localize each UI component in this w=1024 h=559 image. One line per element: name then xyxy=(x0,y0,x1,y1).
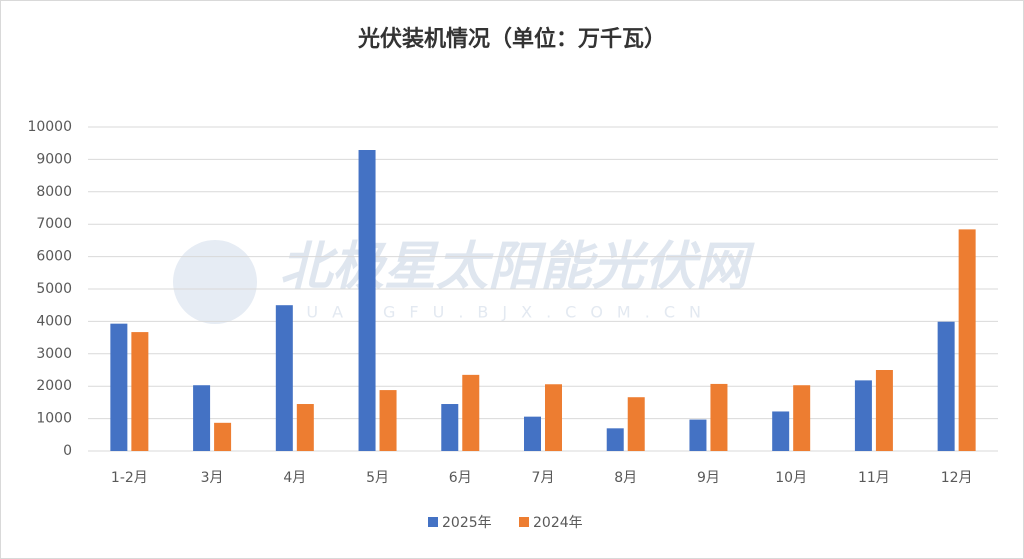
y-tick-label: 9000 xyxy=(36,151,72,167)
watermark-sub: GUANGFU.BJX.COM.CN xyxy=(280,303,715,322)
legend-label: 2024年 xyxy=(533,515,583,531)
bar xyxy=(854,380,872,451)
y-tick-label: 0 xyxy=(63,443,72,459)
bar xyxy=(110,323,128,451)
watermark: 北极星太阳能光伏网 xyxy=(280,237,755,297)
bar xyxy=(296,404,314,451)
y-tick-label: 10000 xyxy=(27,119,72,135)
bar xyxy=(214,422,232,451)
bar xyxy=(193,385,211,451)
bar xyxy=(379,390,397,451)
y-tick-label: 4000 xyxy=(36,313,72,329)
x-tick-label: 11月 xyxy=(858,470,890,486)
bar xyxy=(358,150,376,451)
y-tick-label: 3000 xyxy=(36,346,72,362)
x-tick-label: 5月 xyxy=(366,470,389,486)
x-tick-label: 7月 xyxy=(532,470,555,486)
y-tick-label: 7000 xyxy=(36,216,72,232)
bar xyxy=(606,428,624,451)
bar xyxy=(462,374,480,451)
bar xyxy=(545,384,562,451)
bar xyxy=(710,383,728,451)
y-tick-label: 8000 xyxy=(36,184,72,200)
bar xyxy=(524,416,541,451)
x-tick-label: 8月 xyxy=(614,470,637,486)
bar xyxy=(937,321,955,451)
x-tick-label: 6月 xyxy=(449,470,472,486)
y-tick-label: 5000 xyxy=(36,281,72,297)
x-tick-label: 3月 xyxy=(201,470,224,486)
chart-title: 光伏装机情况（单位：万千瓦） xyxy=(357,26,666,52)
bar xyxy=(131,332,149,451)
x-tick-label: 12月 xyxy=(941,470,973,486)
legend-label: 2025年 xyxy=(442,515,492,531)
bar xyxy=(772,411,790,451)
bar xyxy=(958,229,976,451)
bar xyxy=(793,385,811,451)
legend-swatch xyxy=(519,517,529,527)
bar xyxy=(441,404,459,451)
x-tick-label: 4月 xyxy=(283,470,306,486)
bar xyxy=(689,419,707,451)
bar xyxy=(875,370,893,451)
x-tick-label: 10月 xyxy=(775,470,807,486)
x-tick-label: 1-2月 xyxy=(111,470,148,486)
bar xyxy=(275,305,293,451)
bar xyxy=(627,397,645,451)
watermark-logo xyxy=(173,240,257,324)
x-tick-label: 9月 xyxy=(697,470,720,486)
y-tick-label: 6000 xyxy=(36,249,72,265)
y-tick-label: 1000 xyxy=(36,411,72,427)
y-tick-label: 2000 xyxy=(36,378,72,394)
legend-swatch xyxy=(428,517,438,527)
